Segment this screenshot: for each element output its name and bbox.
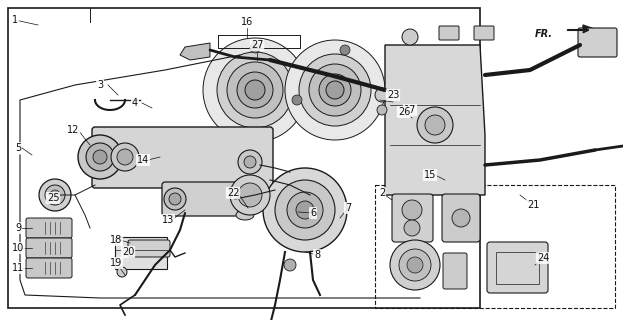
Text: 25: 25 [47, 193, 59, 203]
Bar [496, 252, 539, 284]
Circle shape [309, 64, 361, 116]
Text: FR.: FR. [535, 29, 553, 39]
Text: 13: 13 [162, 215, 174, 225]
Circle shape [292, 95, 302, 105]
Circle shape [111, 143, 139, 171]
Circle shape [319, 74, 351, 106]
Circle shape [39, 179, 71, 211]
Circle shape [288, 95, 298, 105]
FancyBboxPatch shape [439, 26, 459, 40]
Text: 8: 8 [314, 250, 320, 260]
Circle shape [244, 156, 256, 168]
Circle shape [340, 45, 350, 55]
Polygon shape [180, 43, 210, 60]
Circle shape [117, 267, 127, 277]
Bar [115, 237, 167, 269]
FancyBboxPatch shape [162, 182, 238, 216]
Bar [8, 8, 480, 308]
FancyBboxPatch shape [128, 240, 170, 257]
FancyBboxPatch shape [578, 28, 617, 57]
FancyBboxPatch shape [392, 194, 433, 242]
Text: 3: 3 [97, 80, 103, 90]
Circle shape [86, 143, 114, 171]
Circle shape [238, 183, 262, 207]
Circle shape [237, 72, 273, 108]
FancyBboxPatch shape [487, 242, 548, 293]
Text: 9: 9 [15, 223, 21, 233]
Circle shape [227, 62, 283, 118]
FancyBboxPatch shape [474, 26, 494, 40]
Text: 17: 17 [404, 105, 416, 115]
Circle shape [250, 43, 260, 53]
Bar [375, 185, 615, 308]
Circle shape [203, 38, 307, 142]
FancyBboxPatch shape [26, 258, 72, 278]
FancyBboxPatch shape [92, 127, 273, 188]
Text: 22: 22 [227, 188, 239, 198]
Ellipse shape [236, 210, 254, 220]
Text: 18: 18 [110, 235, 122, 245]
FancyBboxPatch shape [26, 218, 72, 238]
Text: 26: 26 [398, 107, 410, 117]
Circle shape [402, 29, 418, 45]
Circle shape [238, 150, 262, 174]
Circle shape [117, 149, 133, 165]
Circle shape [50, 190, 60, 200]
Circle shape [407, 257, 423, 273]
Text: 6: 6 [310, 208, 316, 218]
Text: 5: 5 [15, 143, 21, 153]
Circle shape [296, 201, 314, 219]
Polygon shape [583, 25, 597, 35]
Circle shape [417, 107, 453, 143]
Circle shape [375, 88, 389, 102]
Circle shape [164, 188, 186, 210]
Circle shape [326, 81, 344, 99]
Text: 20: 20 [122, 247, 134, 257]
Text: 24: 24 [537, 253, 549, 263]
Circle shape [287, 192, 323, 228]
Circle shape [245, 80, 265, 100]
Text: 1: 1 [12, 15, 18, 25]
Text: 2: 2 [379, 188, 385, 198]
Polygon shape [385, 45, 485, 195]
FancyBboxPatch shape [274, 184, 288, 195]
Circle shape [217, 52, 293, 128]
Text: 12: 12 [67, 125, 79, 135]
Circle shape [404, 220, 420, 236]
Text: 23: 23 [387, 90, 399, 100]
Text: 16: 16 [241, 17, 253, 27]
Text: 7: 7 [345, 203, 351, 213]
Text: 10: 10 [12, 243, 24, 253]
Circle shape [402, 200, 422, 220]
Circle shape [399, 249, 431, 281]
Circle shape [425, 115, 445, 135]
Circle shape [263, 168, 347, 252]
Circle shape [78, 135, 122, 179]
Circle shape [230, 175, 270, 215]
Circle shape [285, 40, 385, 140]
Circle shape [299, 54, 371, 126]
FancyBboxPatch shape [443, 253, 467, 289]
Circle shape [45, 185, 65, 205]
FancyBboxPatch shape [26, 238, 72, 258]
Circle shape [275, 180, 335, 240]
Text: 15: 15 [424, 170, 436, 180]
Text: 14: 14 [137, 155, 149, 165]
Circle shape [452, 209, 470, 227]
Circle shape [284, 259, 296, 271]
Circle shape [93, 150, 107, 164]
Text: 27: 27 [250, 40, 264, 50]
Text: 19: 19 [110, 258, 122, 268]
Circle shape [390, 240, 440, 290]
FancyBboxPatch shape [442, 194, 480, 242]
Circle shape [169, 193, 181, 205]
Text: 4: 4 [132, 98, 138, 108]
Text: 21: 21 [527, 200, 539, 210]
Circle shape [377, 105, 387, 115]
Text: 11: 11 [12, 263, 24, 273]
